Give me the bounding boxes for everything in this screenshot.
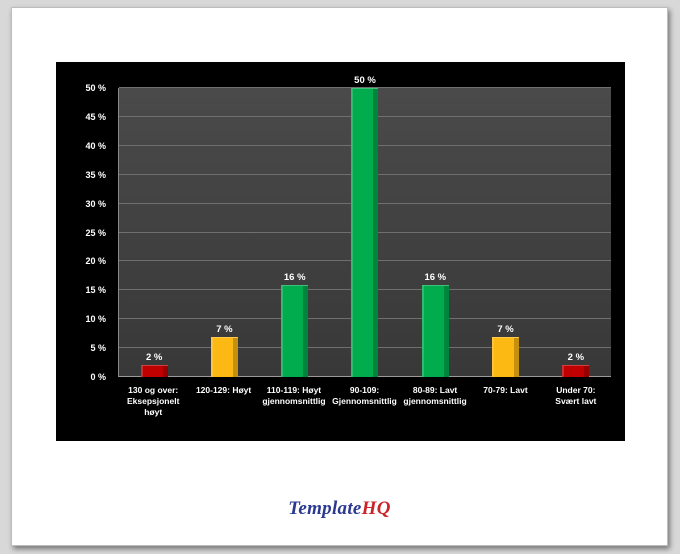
y-axis-tick: 5 %: [90, 343, 106, 354]
y-axis-tick: 35 %: [85, 169, 106, 180]
bar-column: 7 %: [470, 88, 540, 377]
bar-value-label: 7 %: [497, 323, 514, 335]
bar-column: 16 %: [400, 88, 470, 377]
bar-column: 7 %: [189, 88, 259, 377]
x-axis-category-label: 120-129: Høyt: [195, 385, 252, 395]
bar-column: 2 %: [541, 88, 611, 377]
y-axis-tick: 30 %: [85, 198, 106, 209]
plot-area: 2 % 7 % 16 % 50 % 16 % 7 % 2 %: [118, 75, 611, 377]
y-axis-tick: 50 %: [85, 83, 106, 93]
gridline: [119, 87, 611, 88]
x-axis-category-label: 130 og over: Eksepsjonelt høyt: [126, 385, 180, 418]
bar: 2 %: [562, 352, 590, 377]
bar: 7 %: [492, 324, 520, 377]
bar-value-label: 2 %: [567, 352, 585, 364]
y-axis-tick: 45 %: [85, 111, 106, 122]
x-axis-category-label: 70-79: Lavt: [483, 385, 528, 395]
bar-value-label: 7 %: [216, 323, 233, 335]
y-axis-tick: 20 %: [85, 256, 106, 267]
y-axis-tick: 40 %: [85, 140, 106, 151]
bar-value-label: 50 %: [354, 75, 376, 86]
bar: 16 %: [281, 272, 309, 377]
x-axis-category-label: 110-119: Høyt gjennomsnittlig: [262, 385, 326, 407]
bar-column: 2 %: [119, 88, 189, 377]
x-axis-labels: 130 og over: Eksepsjonelt høyt 120-129: H…: [118, 381, 611, 437]
bar-value-label: 16 %: [424, 271, 447, 283]
iq-distribution-bar-chart: 0 % 5 % 10 % 15 % 20 % 25 % 30 % 35 % 40 % 45 % 50…: [56, 62, 625, 441]
bar-value-label: 16 %: [283, 271, 306, 283]
brand-hq-text: HQ: [361, 498, 391, 519]
y-axis-tick: 0 %: [90, 372, 106, 382]
bar: 16 %: [421, 272, 449, 377]
bar: 7 %: [210, 324, 238, 377]
bar-value-label: 2 %: [145, 352, 163, 364]
bars-container: 2 % 7 % 16 % 50 % 16 % 7 % 2 %: [119, 75, 611, 377]
document-page: 0 % 5 % 10 % 15 % 20 % 25 % 30 % 35 % 40 % 45 % 50…: [11, 7, 668, 546]
brand-template-text: Template: [288, 498, 362, 519]
brand-logo: TemplateHQ: [12, 498, 667, 520]
bar: 2 %: [140, 352, 168, 377]
y-axis-tick: 15 %: [85, 285, 106, 296]
x-axis-category-label: 90-109: Gjennomsnittlig: [332, 385, 397, 407]
bar-column: 50 %: [330, 75, 400, 377]
y-axis-tick: 25 %: [85, 227, 106, 238]
bar: 50 %: [351, 75, 379, 377]
y-axis: 0 % 5 % 10 % 15 % 20 % 25 % 30 % 35 % 40 % 45 % 50…: [56, 83, 114, 382]
x-axis-category-label: Under 70: Svært lavt: [555, 385, 597, 407]
x-axis-category-label: 80-89: Lavt gjennomsnittlig: [403, 385, 467, 407]
y-axis-tick: 10 %: [85, 314, 106, 325]
bar-column: 16 %: [260, 88, 330, 377]
